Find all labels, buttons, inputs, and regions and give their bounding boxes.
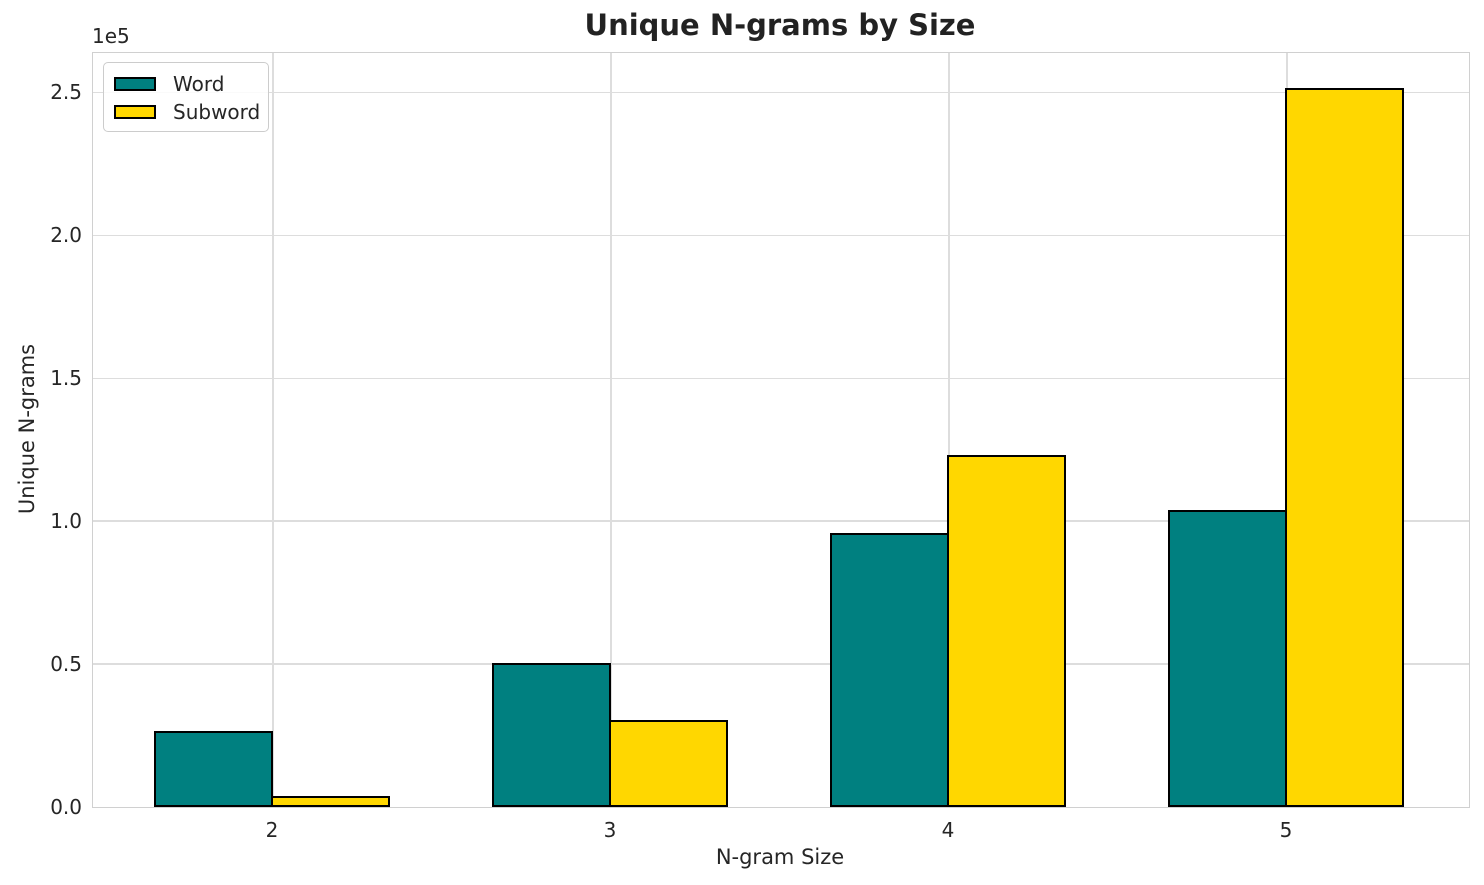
y-axis-offset-label: 1e5 <box>92 24 130 48</box>
bar-subword-4 <box>947 455 1066 807</box>
y-tick-label: 0.5 <box>50 651 82 676</box>
bar-subword-3 <box>609 719 728 807</box>
x-tick-label: 4 <box>941 818 955 842</box>
x-axis-label: N-gram Size <box>715 845 845 869</box>
x-gridline <box>948 53 950 807</box>
x-gridline <box>610 53 612 807</box>
bar-word-5 <box>1168 509 1287 807</box>
y-tick-label: 2.0 <box>50 222 82 247</box>
bar-word-3 <box>492 662 611 807</box>
y-tick-label: 1.0 <box>50 508 82 533</box>
bar-subword-5 <box>1285 88 1404 807</box>
y-tick-label: 2.5 <box>50 80 82 104</box>
y-gridline <box>93 377 1469 380</box>
y-gridline <box>93 663 1469 665</box>
legend-swatch-word <box>114 77 156 91</box>
x-tick-label: 2 <box>265 818 279 842</box>
legend-label: Subword <box>173 100 261 124</box>
y-gridline <box>93 520 1469 522</box>
x-gridline <box>272 53 274 807</box>
bar-word-4 <box>830 532 949 807</box>
legend-label: Word <box>173 72 225 96</box>
x-tick-label: 5 <box>1279 818 1293 842</box>
y-tick-label: 0.0 <box>50 794 82 819</box>
bar-subword-2 <box>271 796 390 807</box>
y-gridline <box>93 91 1469 94</box>
legend-swatch-subword <box>114 105 156 119</box>
legend-item-subword: Subword <box>114 98 268 126</box>
y-tick-label: 1.5 <box>50 365 82 390</box>
bar-word-2 <box>154 731 273 807</box>
plot-area: Word Subword <box>92 52 1470 808</box>
chart-title: Unique N-grams by Size <box>584 8 976 42</box>
y-gridline <box>93 234 1469 237</box>
legend-item-word: Word <box>114 70 268 98</box>
x-tick-label: 3 <box>603 818 617 842</box>
legend: Word Subword <box>103 62 269 132</box>
